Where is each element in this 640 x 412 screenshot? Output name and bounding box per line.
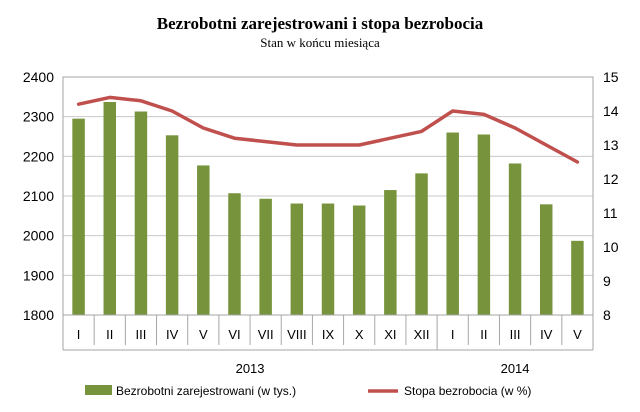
left-tick-label: 2400 (23, 69, 54, 85)
right-tick-label: 13 (603, 137, 619, 153)
line-series (76, 95, 580, 164)
left-tick-label: 2200 (23, 148, 54, 164)
category-label: II (480, 327, 487, 342)
axes: 1800 1900 2000 2100 2200 2300 2400 8 9 10 11 12 13 14… (23, 69, 619, 376)
category-label: I (451, 327, 455, 342)
category-label: X (355, 327, 364, 342)
legend-swatch-bars (85, 385, 112, 395)
bar (571, 240, 584, 315)
right-tick-label: 14 (603, 103, 619, 119)
bar (352, 205, 366, 315)
legend: Bezrobotni zarejestrowani (w tys.) Stopa … (85, 384, 531, 398)
right-tick-label: 9 (603, 273, 611, 289)
left-tick-label: 2100 (23, 188, 54, 204)
category-label: VII (258, 327, 274, 342)
category-label: III (510, 327, 521, 342)
bar (477, 134, 491, 315)
right-tick-label: 12 (603, 171, 619, 187)
bar (165, 135, 179, 315)
bar (384, 190, 397, 315)
category-label: IV (166, 327, 179, 342)
right-tick-label: 15 (603, 69, 619, 85)
category-label: XI (384, 327, 396, 342)
bar (259, 198, 272, 315)
group-label: 2014 (501, 361, 530, 376)
category-label: VI (228, 327, 240, 342)
category-label: I (77, 327, 81, 342)
left-tick-label: 1900 (23, 267, 54, 283)
bar (290, 203, 304, 315)
bar (103, 101, 116, 316)
bar (446, 132, 459, 315)
left-tick-label: 2000 (23, 228, 54, 244)
bar (134, 111, 148, 315)
legend-label-line: Stopa bezrobocia (w %) (404, 384, 531, 398)
bar (540, 204, 553, 315)
category-label: V (199, 327, 208, 342)
category-label: XII (414, 327, 430, 342)
group-label: 2013 (236, 361, 265, 376)
bar (321, 203, 335, 315)
bar-series (72, 101, 584, 316)
plot-frame (62, 76, 594, 316)
right-tick-label: 8 (603, 307, 611, 323)
chart-title: Bezrobotni zarejestrowani i stopa bezrob… (156, 14, 484, 33)
bar (197, 165, 210, 315)
bar (415, 173, 428, 315)
bar (228, 193, 241, 315)
category-label: IX (322, 327, 335, 342)
category-label: IV (540, 327, 553, 342)
chart-subtitle: Stan w końcu miesiąca (260, 35, 380, 50)
bar (72, 118, 85, 316)
right-tick-label: 11 (603, 205, 618, 221)
left-tick-label: 1800 (23, 307, 54, 323)
legend-label-bars: Bezrobotni zarejestrowani (w tys.) (116, 384, 296, 398)
category-label: II (106, 327, 113, 342)
category-label: V (573, 327, 582, 342)
category-label: III (136, 327, 147, 342)
left-tick-label: 2300 (23, 109, 54, 125)
category-label: VIII (287, 327, 307, 342)
series-line (76, 95, 580, 164)
bar (508, 163, 522, 315)
right-tick-label: 10 (603, 239, 619, 255)
